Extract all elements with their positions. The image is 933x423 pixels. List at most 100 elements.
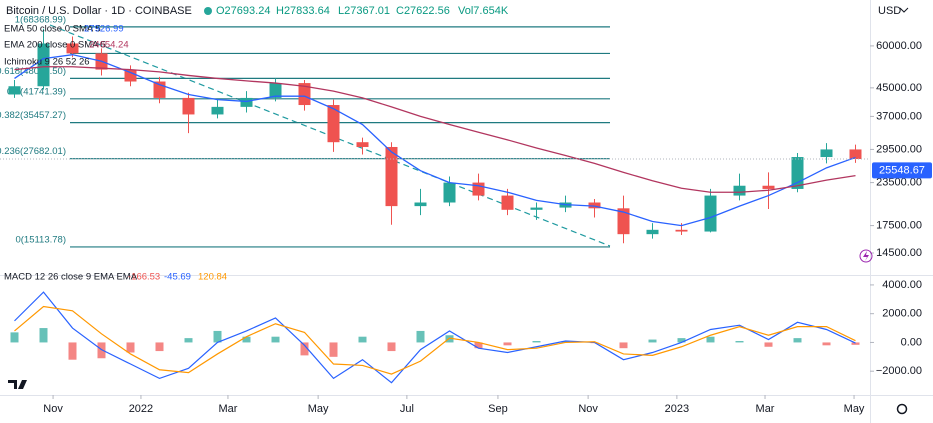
candle-body [66, 43, 79, 54]
macd-histogram [648, 339, 657, 343]
macd-histogram [532, 341, 541, 343]
macd-histogram [358, 336, 367, 343]
legend-ichimoku: Ichimoku 9 26 52 26 [4, 57, 90, 68]
price-tag-label: 25548.67 [879, 164, 925, 176]
macd-histogram [619, 342, 628, 349]
y-tick-label: 17500.00 [876, 219, 922, 231]
candle-body [472, 182, 485, 196]
x-tick-label: 2022 [129, 403, 153, 415]
candle-body [762, 185, 775, 189]
ohlc-low: L27367.01 [338, 5, 390, 17]
candle-body [675, 229, 688, 232]
candle-body [298, 83, 311, 106]
symbol-title: Bitcoin / U.S. Dollar · 1D · COINBASE [6, 5, 192, 17]
candle-body [617, 208, 630, 235]
alert-bolt[interactable] [863, 251, 869, 261]
settings-gear[interactable] [896, 403, 908, 415]
macd-hist-value: -166.53 [128, 272, 160, 283]
macd-histogram [764, 342, 773, 347]
currency-chevron[interactable] [899, 7, 909, 13]
macd-histogram [735, 341, 744, 343]
ema-line [14, 54, 856, 227]
macd-histogram [213, 330, 222, 343]
candle-body [588, 202, 601, 209]
x-tick-label: Mar [218, 403, 237, 415]
y-tick-label: 4000.00 [882, 279, 922, 291]
fib-label: 0.236(27682.01) [0, 146, 66, 157]
ohlc-open: O27693.24 [216, 5, 270, 17]
volume: Vol7.654K [458, 5, 509, 17]
macd-histogram [561, 341, 570, 343]
legend-ema200-value: 24654.24 [89, 40, 129, 51]
macd-histogram [184, 338, 193, 343]
x-tick-label: May [308, 403, 329, 415]
candle-body [124, 69, 137, 82]
x-tick-label: Sep [488, 403, 508, 415]
y-tick-label: 37000.00 [876, 110, 922, 122]
y-tick-label: 29500.00 [876, 143, 922, 155]
y-tick-label: 0.00 [901, 336, 922, 348]
market-status [204, 7, 212, 15]
macd-histogram [416, 330, 425, 343]
logo[interactable] [8, 380, 27, 389]
macd-histogram [822, 342, 831, 346]
candle-body [385, 146, 398, 207]
y-tick-label: −2000.00 [876, 365, 922, 377]
macd-histogram [677, 338, 686, 343]
fib-label: 1(68368.99) [15, 14, 66, 25]
candle-body [356, 142, 369, 147]
x-tick-label: Mar [756, 403, 775, 415]
candle-body [327, 105, 340, 143]
macd-histogram [387, 342, 396, 352]
alert-icon[interactable] [859, 249, 873, 263]
macd-histogram [97, 342, 106, 359]
macd-histogram [68, 342, 77, 360]
macd-histogram [10, 332, 19, 343]
x-tick-label: Nov [43, 403, 63, 415]
currency[interactable]: USD [878, 5, 901, 17]
macd-histogram [126, 342, 135, 353]
candle-body [414, 202, 427, 207]
fib-label: 0.618(48025.50) [0, 66, 66, 77]
macd-value: -45.69 [164, 272, 191, 283]
fib-label: 0(15113.78) [15, 234, 66, 245]
macd-line [14, 291, 856, 384]
plot-area: 60000.00 45000.00 37000.00 29500.00 23500.00… [0, 14, 932, 415]
y-tick-label: 2000.00 [882, 308, 922, 320]
candle-body [443, 182, 456, 203]
candle-body [37, 43, 50, 87]
candle-body [704, 195, 717, 232]
y-tick-label: 60000.00 [876, 40, 922, 52]
macd-histogram [851, 342, 860, 345]
candle-body [530, 207, 543, 210]
ohlc-close: C27622.56 [396, 5, 450, 17]
macd-histogram [271, 336, 280, 343]
candle-body [240, 97, 253, 107]
macd-title: MACD 12 26 close 9 EMA EMA [4, 272, 138, 283]
legend-ema200: EMA 200 close 0 SMA 5 [4, 40, 106, 51]
macd-histogram [474, 342, 483, 349]
candle-body [849, 149, 862, 160]
macd-histogram [706, 336, 715, 343]
macd-histogram [503, 342, 512, 346]
ema-line [14, 66, 856, 193]
macd-histogram [329, 342, 338, 357]
candle-body [646, 229, 659, 235]
candle-body [820, 149, 833, 158]
candle-body [211, 106, 224, 115]
x-tick-label: Nov [578, 403, 598, 415]
legend-ema50: EMA 50 close 0 SMA 5 [4, 24, 101, 35]
macd-histogram [300, 342, 309, 356]
macd-histogram [793, 338, 802, 343]
candle-body [269, 83, 282, 98]
candle-body [182, 97, 195, 115]
y-tick-label: 45000.00 [876, 82, 922, 94]
macd-histogram [155, 342, 164, 352]
fib-label: 0.382(35457.27) [0, 110, 66, 121]
macd-signal-value: 120.84 [198, 272, 227, 283]
macd-line [14, 305, 856, 375]
x-tick-label: Jul [400, 403, 414, 415]
y-tick-label: 23500.00 [876, 177, 922, 189]
